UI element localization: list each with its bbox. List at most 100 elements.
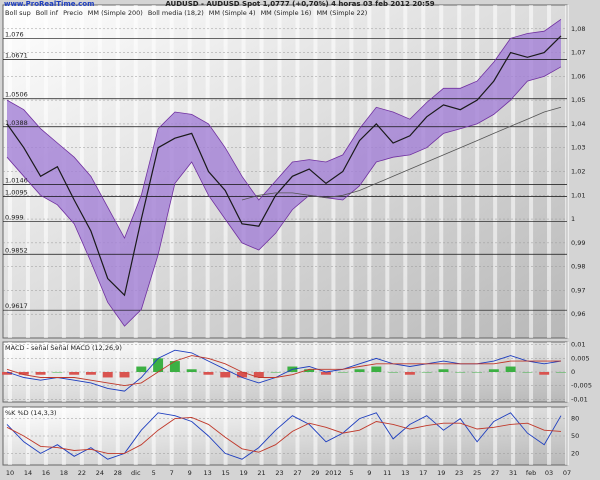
level-label: 0,9852 (5, 246, 28, 254)
x-tick-label: 17 (419, 469, 427, 477)
histogram-bar (237, 372, 248, 378)
histogram-bar (2, 372, 12, 375)
x-tick-label: 22 (78, 469, 86, 477)
bollinger-band (7, 19, 561, 327)
histogram-bar (320, 372, 331, 375)
x-tick-label: 13 (204, 469, 212, 477)
stochastic-line (6, 416, 562, 454)
stochastic-title: %K %D (14,3,3) (5, 409, 57, 417)
x-tick-label: 5 (152, 469, 156, 477)
x-tick-label: 27 (491, 469, 499, 477)
histogram-bar (354, 369, 365, 372)
histogram-bar (539, 372, 550, 375)
x-tick-label: 9 (188, 469, 192, 477)
y-tick-label: 1,02 (571, 168, 585, 176)
level-label: 1,076 (5, 30, 24, 38)
histogram-bar (505, 366, 516, 372)
histogram-bar (522, 372, 533, 373)
histogram-bar (488, 369, 499, 372)
y-tick-label: -0,01 (571, 395, 588, 403)
x-tick-label: 2012 (325, 469, 342, 477)
histogram-bar (304, 369, 315, 372)
x-tick-label: 28 (114, 469, 122, 477)
y-tick-label: 0,96 (571, 310, 585, 318)
y-tick-label: 0 (571, 368, 575, 376)
histogram-bar (438, 369, 449, 372)
x-tick-label: 21 (257, 469, 265, 477)
x-tick-label: 27 (293, 469, 301, 477)
histogram-bar (169, 361, 180, 372)
x-tick-label: 03 (545, 469, 553, 477)
y-tick-label: 50 (571, 432, 579, 440)
histogram-bar (18, 372, 29, 375)
histogram-bar (556, 372, 566, 373)
x-tick-label: 23 (275, 469, 283, 477)
macd-title: MACD - señal Señal MACD (12,26,9) (5, 344, 122, 352)
x-tick-label: 19 (239, 469, 247, 477)
x-tick-label: 14 (24, 469, 32, 477)
histogram-bar (337, 372, 348, 373)
y-tick-label: -0,005 (571, 382, 592, 390)
histogram-bar (52, 372, 63, 373)
macd-line (6, 355, 561, 387)
x-tick-label: 18 (60, 469, 68, 477)
x-tick-label: 07 (563, 469, 571, 477)
x-tick-label: 31 (509, 469, 517, 477)
x-tick-label: dic (131, 469, 141, 477)
y-tick-label: 0,99 (571, 239, 585, 247)
x-tick-label: 7 (170, 469, 174, 477)
y-tick-label: 1,03 (571, 144, 585, 152)
histogram-bar (220, 372, 231, 378)
x-tick-label: 13 (401, 469, 409, 477)
histogram-bar (388, 372, 399, 373)
x-tick-label: 19 (437, 469, 445, 477)
y-tick-label: 1,01 (571, 191, 585, 199)
stochastic-line (6, 412, 562, 460)
y-tick-label: 0,005 (571, 354, 590, 362)
x-tick-label: 16 (42, 469, 50, 477)
x-tick-label: 11 (383, 469, 391, 477)
histogram-bar (69, 372, 80, 375)
y-tick-label: 20 (571, 449, 579, 457)
level-label: 0,999 (5, 213, 24, 221)
histogram-bar (472, 372, 483, 373)
histogram-bar (153, 358, 164, 372)
histogram-bar (421, 372, 432, 373)
x-tick-label: 10 (6, 469, 14, 477)
x-tick-label: feb (526, 469, 536, 477)
series-line (6, 66, 562, 327)
legend-entry: Boll sup (5, 9, 31, 17)
header-title: AUDUSD - AUDUSD Spot 1,0777 (+0,70%) 4 h… (165, 0, 434, 8)
histogram-bar (85, 372, 96, 375)
legend-entry: MM (Simple 16) (261, 9, 312, 17)
histogram-bar (203, 372, 214, 375)
series-line (6, 35, 562, 297)
level-label: 1,0671 (5, 51, 28, 59)
histogram-bar (186, 369, 197, 372)
y-tick-label: 0,01 (571, 341, 585, 349)
histogram-bar (136, 366, 147, 372)
level-label: 1,0146 (5, 176, 28, 184)
legend-entry: Boll inf (36, 9, 59, 17)
legend: Boll sup Boll inf Precio MM (Simple 200) Bol… (5, 9, 367, 17)
y-tick-label: 1,08 (571, 25, 585, 33)
histogram-bar (455, 372, 466, 373)
y-tick-label: 1,05 (571, 96, 585, 104)
y-tick-label: 0,97 (571, 286, 585, 294)
legend-entry: Precio (63, 9, 83, 17)
level-label: 1,0506 (5, 91, 28, 99)
legend-entry: MM (Simple 4) (209, 9, 256, 17)
legend-entry: Boll media (18,2) (148, 9, 204, 17)
x-tick-label: 9 (367, 469, 371, 477)
histogram-bar (371, 366, 382, 372)
series-line (241, 106, 562, 201)
y-tick-label: 0,98 (571, 263, 585, 271)
y-tick-label: 1 (571, 215, 575, 223)
histogram-bar (253, 372, 264, 378)
x-tick-label: 5 (349, 469, 353, 477)
x-tick-label: 15 (221, 469, 229, 477)
histogram-bar (102, 372, 113, 378)
legend-entry: MM (Simple 22) (316, 9, 367, 17)
